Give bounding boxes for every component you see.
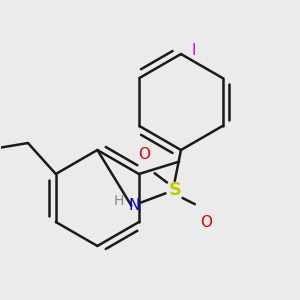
Text: S: S	[168, 181, 181, 199]
Text: O: O	[138, 147, 150, 162]
Text: I: I	[192, 44, 196, 59]
Text: H: H	[114, 194, 124, 208]
Text: O: O	[200, 215, 212, 230]
Text: N: N	[129, 198, 140, 213]
